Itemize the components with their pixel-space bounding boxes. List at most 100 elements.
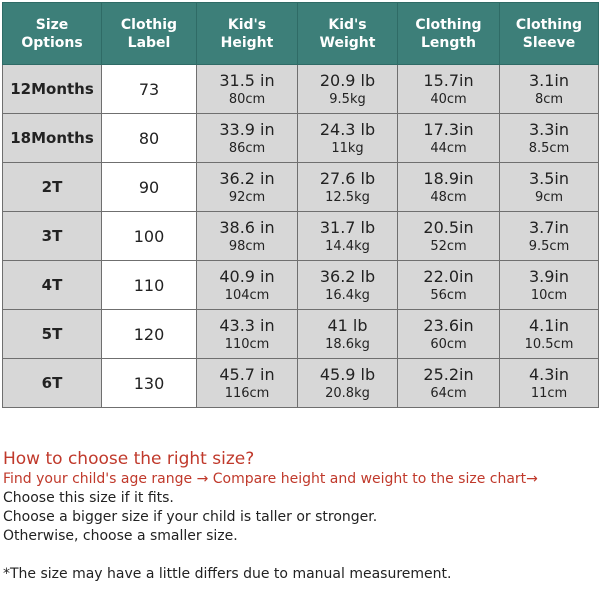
weight-metric: 12.5kg — [325, 189, 370, 205]
sleeve-cell: 3.9in 10cm — [499, 260, 599, 310]
weight-cell: 27.6 lb 12.5kg — [297, 162, 398, 212]
header-line: Clothing — [515, 16, 583, 33]
clothing-label-cell: 130 — [101, 358, 197, 408]
length-metric: 64cm — [430, 385, 467, 401]
sleeve-cell: 3.3in 8.5cm — [499, 113, 599, 163]
size-option-cell: 12Months — [2, 64, 102, 114]
height-cell: 40.9 in 104cm — [196, 260, 298, 310]
header-size-options: Size Options — [2, 2, 102, 65]
size-guide-line: Otherwise, choose a smaller size. — [3, 528, 238, 544]
sleeve-cell: 4.3in 11cm — [499, 358, 599, 408]
weight-metric: 9.5kg — [329, 91, 366, 107]
height-cell: 33.9 in 86cm — [196, 113, 298, 163]
table-header-row: Size Options Clothig Label Kid's Height … — [2, 2, 599, 65]
header-line: Kid's — [328, 16, 367, 33]
weight-cell: 45.9 lb 20.8kg — [297, 358, 398, 408]
weight-cell: 20.9 lb 9.5kg — [297, 64, 398, 114]
length-imperial: 17.3in — [423, 119, 474, 139]
table-row: 18Months 80 33.9 in 86cm 24.3 lb 11kg 17.3… — [2, 113, 599, 163]
sleeve-metric: 9cm — [534, 189, 564, 205]
sleeve-imperial: 3.5in — [528, 168, 570, 188]
clothing-label-cell: 80 — [101, 113, 197, 163]
header-line: Clothig — [120, 16, 178, 33]
sleeve-cell: 4.1in 10.5cm — [499, 309, 599, 359]
sleeve-imperial: 3.9in — [528, 266, 570, 286]
clothing-label-cell: 110 — [101, 260, 197, 310]
size-option-cell: 6T — [2, 358, 102, 408]
weight-imperial: 20.9 lb — [319, 70, 376, 90]
height-cell: 31.5 in 80cm — [196, 64, 298, 114]
size-guide-steps: Find your child's age range → Compare he… — [3, 471, 538, 487]
header-clothing-sleeve: Clothing Sleeve — [499, 2, 599, 65]
height-imperial: 43.3 in — [219, 315, 275, 335]
table-row: 5T 120 43.3 in 110cm 41 lb 18.6kg 23.6in 60… — [2, 309, 599, 359]
size-guide-line: Choose this size if it fits. — [3, 490, 174, 506]
weight-metric: 20.8kg — [325, 385, 370, 401]
sleeve-cell: 3.1in 8cm — [499, 64, 599, 114]
size-option-cell: 3T — [2, 211, 102, 261]
height-metric: 104cm — [224, 287, 270, 303]
header-line: Options — [21, 34, 83, 51]
height-metric: 98cm — [228, 238, 266, 254]
header-line: Clothing — [415, 16, 482, 33]
weight-imperial: 45.9 lb — [319, 364, 376, 384]
height-cell: 43.3 in 110cm — [196, 309, 298, 359]
sleeve-metric: 8cm — [534, 91, 564, 107]
length-metric: 52cm — [430, 238, 467, 254]
height-cell: 36.2 in 92cm — [196, 162, 298, 212]
measurement-disclaimer: *The size may have a little differs due … — [3, 566, 452, 582]
size-option-cell: 4T — [2, 260, 102, 310]
height-metric: 80cm — [228, 91, 266, 107]
header-kids-height: Kid's Height — [196, 2, 298, 65]
size-guide-notes: How to choose the right size? Find your … — [3, 449, 597, 584]
weight-metric: 14.4kg — [325, 238, 370, 254]
height-metric: 110cm — [224, 336, 270, 352]
clothing-label-cell: 120 — [101, 309, 197, 359]
sleeve-imperial: 4.3in — [528, 364, 570, 384]
height-cell: 38.6 in 98cm — [196, 211, 298, 261]
length-cell: 25.2in 64cm — [397, 358, 500, 408]
sleeve-metric: 9.5cm — [528, 238, 570, 254]
weight-imperial: 36.2 lb — [319, 266, 376, 286]
length-metric: 40cm — [430, 91, 467, 107]
sleeve-imperial: 3.1in — [528, 70, 570, 90]
sleeve-metric: 10.5cm — [524, 336, 574, 352]
height-imperial: 45.7 in — [219, 364, 275, 384]
height-imperial: 33.9 in — [219, 119, 275, 139]
sleeve-imperial: 4.1in — [528, 315, 570, 335]
table-row: 2T 90 36.2 in 92cm 27.6 lb 12.5kg 18.9in 48… — [2, 162, 599, 212]
weight-metric: 11kg — [331, 140, 364, 156]
weight-cell: 31.7 lb 14.4kg — [297, 211, 398, 261]
weight-cell: 24.3 lb 11kg — [297, 113, 398, 163]
sleeve-metric: 11cm — [530, 385, 568, 401]
table-row: 4T 110 40.9 in 104cm 36.2 lb 16.4kg 22.0in… — [2, 260, 599, 310]
height-metric: 116cm — [224, 385, 270, 401]
length-cell: 17.3in 44cm — [397, 113, 500, 163]
size-option-cell: 5T — [2, 309, 102, 359]
sleeve-imperial: 3.3in — [528, 119, 570, 139]
table-row: 12Months 73 31.5 in 80cm 20.9 lb 9.5kg 15.… — [2, 64, 599, 114]
clothing-label-cell: 100 — [101, 211, 197, 261]
height-metric: 86cm — [228, 140, 266, 156]
weight-metric: 16.4kg — [325, 287, 370, 303]
length-imperial: 15.7in — [423, 70, 474, 90]
clothing-label-cell: 90 — [101, 162, 197, 212]
size-option-cell: 18Months — [2, 113, 102, 163]
weight-imperial: 24.3 lb — [319, 119, 376, 139]
clothing-label-cell: 73 — [101, 64, 197, 114]
length-cell: 15.7in 40cm — [397, 64, 500, 114]
length-cell: 23.6in 60cm — [397, 309, 500, 359]
length-cell: 18.9in 48cm — [397, 162, 500, 212]
header-kids-weight: Kid's Weight — [297, 2, 398, 65]
header-line: Weight — [319, 34, 376, 51]
length-metric: 48cm — [430, 189, 467, 205]
height-cell: 45.7 in 116cm — [196, 358, 298, 408]
height-imperial: 31.5 in — [219, 70, 275, 90]
length-imperial: 25.2in — [423, 364, 474, 384]
length-cell: 20.5in 52cm — [397, 211, 500, 261]
weight-cell: 36.2 lb 16.4kg — [297, 260, 398, 310]
table-row: 6T 130 45.7 in 116cm 45.9 lb 20.8kg 25.2in… — [2, 358, 599, 408]
height-imperial: 36.2 in — [219, 168, 275, 188]
sleeve-metric: 8.5cm — [528, 140, 570, 156]
sleeve-imperial: 3.7in — [528, 217, 570, 237]
